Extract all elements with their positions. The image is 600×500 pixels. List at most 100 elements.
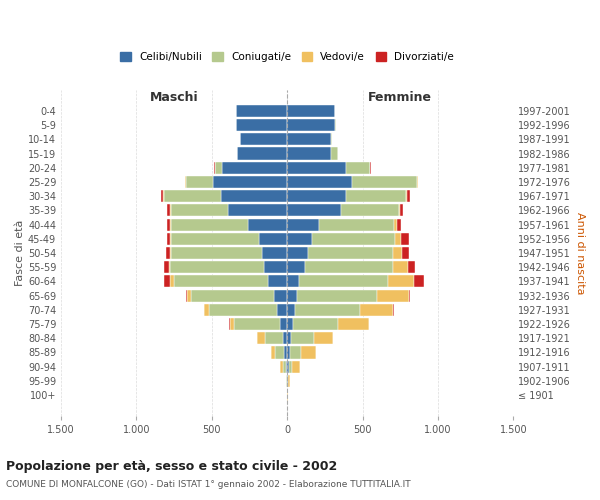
Bar: [305, 261, 393, 274]
Bar: [223, 162, 287, 174]
Bar: [164, 190, 221, 202]
Bar: [171, 218, 248, 230]
Bar: [286, 360, 287, 372]
Bar: [264, 261, 287, 274]
Bar: [186, 290, 187, 302]
Bar: [230, 318, 235, 330]
Bar: [191, 290, 274, 302]
Bar: [341, 204, 399, 216]
Bar: [289, 360, 292, 372]
Y-axis label: Anni di nascita: Anni di nascita: [575, 212, 585, 294]
Bar: [238, 148, 287, 160]
Bar: [268, 276, 287, 287]
Bar: [401, 233, 409, 245]
Bar: [314, 332, 333, 344]
Bar: [301, 346, 316, 358]
Bar: [170, 247, 171, 259]
Bar: [236, 119, 287, 131]
Bar: [259, 233, 287, 245]
Bar: [185, 176, 186, 188]
Bar: [377, 290, 409, 302]
Bar: [312, 233, 395, 245]
Bar: [167, 204, 170, 216]
Bar: [406, 190, 407, 202]
Bar: [186, 176, 214, 188]
Bar: [297, 290, 377, 302]
Bar: [164, 276, 170, 287]
Bar: [287, 346, 290, 358]
Bar: [203, 304, 204, 316]
Bar: [291, 332, 314, 344]
Bar: [167, 218, 170, 230]
Bar: [170, 261, 264, 274]
Bar: [215, 162, 223, 174]
Bar: [287, 134, 331, 145]
Bar: [280, 360, 283, 372]
Bar: [187, 290, 191, 302]
Bar: [283, 360, 286, 372]
Bar: [283, 332, 287, 344]
Bar: [170, 204, 171, 216]
Bar: [361, 304, 394, 316]
Legend: Celibi/Nubili, Coniugati/e, Vedovi/e, Divorziati/e: Celibi/Nubili, Coniugati/e, Vedovi/e, Di…: [116, 48, 458, 66]
Bar: [331, 134, 332, 145]
Bar: [394, 218, 397, 230]
Bar: [399, 204, 400, 216]
Bar: [235, 318, 280, 330]
Bar: [331, 148, 338, 160]
Bar: [287, 233, 312, 245]
Bar: [352, 176, 417, 188]
Bar: [393, 261, 408, 274]
Bar: [161, 190, 163, 202]
Bar: [170, 276, 174, 287]
Bar: [274, 290, 287, 302]
Bar: [171, 247, 262, 259]
Bar: [290, 346, 301, 358]
Bar: [287, 148, 331, 160]
Bar: [289, 375, 290, 387]
Bar: [171, 233, 259, 245]
Bar: [287, 276, 299, 287]
Bar: [171, 204, 229, 216]
Bar: [287, 105, 335, 117]
Bar: [163, 190, 164, 202]
Bar: [164, 261, 169, 274]
Bar: [308, 247, 393, 259]
Bar: [388, 276, 414, 287]
Bar: [287, 204, 341, 216]
Bar: [287, 162, 346, 174]
Bar: [287, 360, 289, 372]
Bar: [319, 218, 394, 230]
Bar: [407, 190, 410, 202]
Bar: [257, 332, 265, 344]
Bar: [271, 346, 275, 358]
Bar: [262, 247, 287, 259]
Bar: [166, 247, 170, 259]
Y-axis label: Fasce di età: Fasce di età: [15, 220, 25, 286]
Bar: [293, 318, 338, 330]
Bar: [275, 346, 284, 358]
Bar: [284, 346, 287, 358]
Bar: [287, 176, 352, 188]
Bar: [236, 148, 238, 160]
Bar: [287, 247, 308, 259]
Bar: [417, 176, 418, 188]
Bar: [236, 105, 287, 117]
Bar: [338, 318, 368, 330]
Bar: [287, 119, 335, 131]
Bar: [346, 190, 406, 202]
Bar: [167, 233, 170, 245]
Bar: [288, 375, 289, 387]
Bar: [214, 176, 287, 188]
Bar: [204, 304, 209, 316]
Bar: [287, 375, 288, 387]
Text: Popolazione per età, sesso e stato civile - 2002: Popolazione per età, sesso e stato civil…: [6, 460, 337, 473]
Bar: [368, 318, 370, 330]
Bar: [409, 290, 410, 302]
Bar: [402, 247, 409, 259]
Bar: [229, 318, 230, 330]
Bar: [408, 261, 415, 274]
Bar: [287, 318, 293, 330]
Bar: [287, 290, 297, 302]
Bar: [287, 190, 346, 202]
